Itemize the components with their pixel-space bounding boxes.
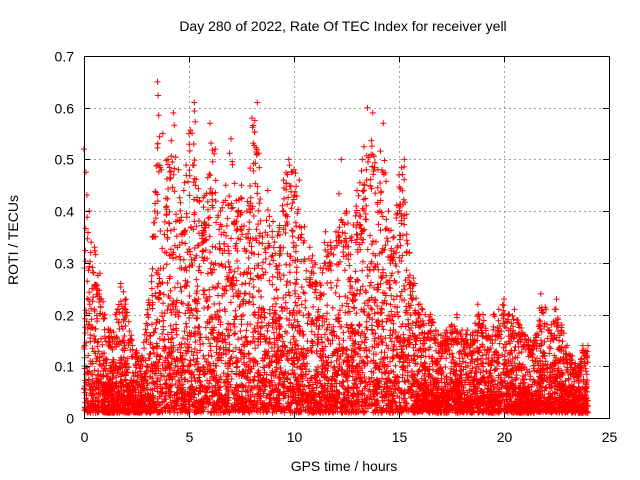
y-tick-label: 0.1 bbox=[55, 359, 75, 375]
x-tick-label: 15 bbox=[392, 429, 408, 445]
y-tick-label: 0.6 bbox=[55, 101, 75, 117]
x-tick-label: 25 bbox=[602, 429, 618, 445]
axis-ticks: 0 5 10 15 20 25 0 0.1 0.2 0.3 0.4 0.5 0.6 0.7 bbox=[55, 49, 618, 446]
y-tick-label: 0.5 bbox=[55, 152, 75, 168]
roti-points bbox=[81, 78, 591, 416]
y-tick-label: 0 bbox=[66, 411, 74, 427]
x-tick-label: 20 bbox=[497, 429, 513, 445]
x-tick-label: 0 bbox=[81, 429, 89, 445]
y-tick-label: 0.7 bbox=[55, 49, 75, 65]
y-tick-label: 0.4 bbox=[55, 204, 75, 220]
x-tick-label: 5 bbox=[186, 429, 194, 445]
y-tick-label: 0.3 bbox=[55, 256, 75, 272]
x-tick-label: 10 bbox=[287, 429, 303, 445]
plot-frame bbox=[84, 56, 610, 419]
y-axis-label: ROTI / TECUs bbox=[5, 195, 21, 285]
chart-title: Day 280 of 2022, Rate Of TEC Index for r… bbox=[179, 18, 506, 34]
x-axis-label: GPS time / hours bbox=[291, 458, 398, 474]
y-tick-label: 0.2 bbox=[55, 308, 75, 324]
data-markers bbox=[81, 78, 591, 416]
